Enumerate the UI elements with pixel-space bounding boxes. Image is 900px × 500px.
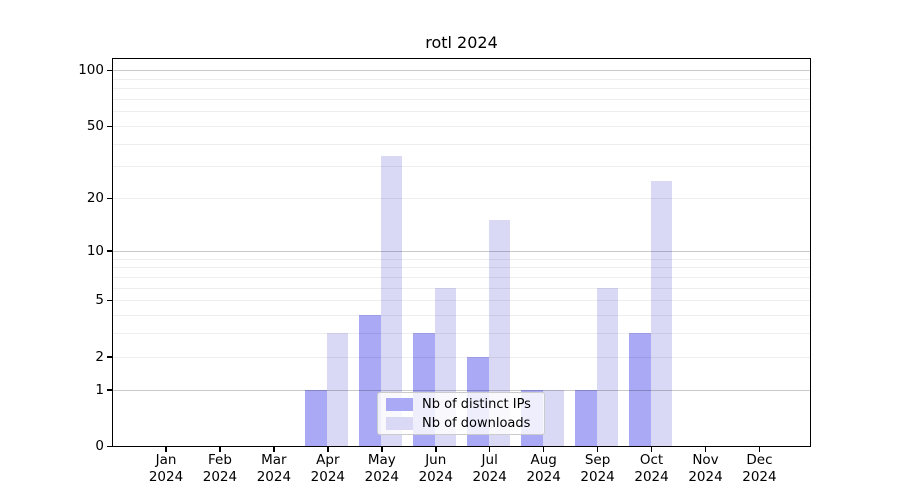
x-tick-label-jul: Jul 2024: [472, 452, 507, 485]
gridline-70: [112, 98, 810, 100]
y-tick-label-100: 100: [78, 62, 104, 79]
bar-downloads-sep: [596, 287, 619, 446]
gridline-30: [112, 166, 810, 168]
gridline-60: [112, 111, 810, 113]
gridline-90: [112, 78, 810, 80]
y-tick-label-0: 0: [95, 438, 104, 454]
chart-title: rotl 2024: [425, 33, 498, 52]
y-tick-mark: [107, 389, 112, 391]
x-tick-label-jan: Jan 2024: [148, 452, 184, 485]
y-tick-label-50: 50: [86, 117, 104, 134]
plot-area: [111, 57, 811, 447]
gridline-100: [112, 70, 810, 72]
y-tick-mark: [107, 356, 112, 358]
x-tick-mark: [219, 447, 221, 452]
y-tick-label-2: 2: [95, 348, 104, 365]
x-tick-mark: [381, 447, 383, 452]
bar-downloads-oct: [650, 180, 673, 446]
x-tick-mark: [327, 447, 329, 452]
y-tick-mark: [107, 299, 112, 302]
x-tick-mark: [435, 447, 437, 452]
gridline-8: [112, 267, 810, 269]
gridline-10: [112, 250, 810, 252]
y-tick-label-1: 1: [95, 381, 104, 398]
gridline-80: [112, 88, 810, 90]
x-tick-mark: [273, 447, 275, 452]
x-tick-label-may: May 2024: [364, 452, 399, 485]
gridline-1: [112, 389, 810, 391]
gridline-2: [112, 356, 810, 358]
x-tick-mark: [650, 447, 653, 452]
bar-ips-may: [359, 314, 381, 446]
bar-downloads-may: [380, 156, 403, 446]
gridline-20: [112, 198, 810, 200]
x-tick-mark: [596, 447, 599, 452]
bar-ips-sep: [575, 389, 597, 446]
gridline-7: [112, 276, 810, 278]
legend-swatch-distinct-ips: [386, 397, 413, 411]
x-tick-mark: [758, 447, 761, 452]
gridline-5: [112, 300, 810, 302]
gridline-6: [112, 287, 810, 289]
y-tick-label-20: 20: [86, 190, 104, 207]
legend-item-distinct-ips: Nb of distinct IPs: [386, 397, 544, 412]
x-tick-label-dec: Dec 2024: [742, 452, 777, 485]
gridline-40: [112, 143, 810, 145]
x-tick-label-oct: Oct 2024: [634, 452, 669, 485]
x-tick-label-aug: Aug 2024: [526, 452, 561, 485]
gridline-4: [112, 314, 810, 316]
bar-downloads-apr: [326, 333, 349, 446]
bar-ips-oct: [629, 333, 651, 446]
legend-swatch-downloads: [386, 416, 413, 430]
x-tick-label-apr: Apr 2024: [310, 452, 346, 485]
gridline-3: [112, 333, 810, 335]
bar-downloads-jul: [488, 220, 511, 446]
y-tick-mark: [107, 250, 112, 252]
gridline-50: [112, 125, 810, 127]
x-tick-mark: [704, 447, 707, 452]
x-tick-mark: [542, 447, 545, 452]
legend-label-downloads: Nb of downloads: [422, 415, 531, 431]
y-tick-label-10: 10: [86, 242, 104, 259]
y-tick-mark: [107, 125, 112, 128]
y-tick-mark: [107, 197, 112, 200]
bar-downloads-aug: [542, 389, 565, 446]
x-tick-mark: [165, 447, 167, 452]
x-tick-label-sep: Sep 2024: [580, 452, 615, 485]
legend: Nb of distinct IPs Nb of downloads: [377, 392, 545, 435]
gridlines-layer: [112, 59, 810, 447]
x-tick-label-nov: Nov 2024: [688, 452, 723, 485]
x-tick-label-mar: Mar 2024: [256, 452, 292, 485]
y-tick-label-5: 5: [95, 292, 104, 309]
gridline-9: [112, 258, 810, 260]
x-tick-mark: [488, 447, 491, 452]
legend-item-downloads: Nb of downloads: [386, 416, 544, 431]
bar-ips-apr: [305, 389, 327, 446]
y-tick-mark: [107, 69, 112, 72]
x-tick-label-jun: Jun 2024: [418, 452, 453, 485]
x-tick-label-feb: Feb 2024: [202, 452, 238, 485]
legend-label-distinct-ips: Nb of distinct IPs: [422, 396, 531, 412]
y-tick-mark: [107, 445, 112, 448]
